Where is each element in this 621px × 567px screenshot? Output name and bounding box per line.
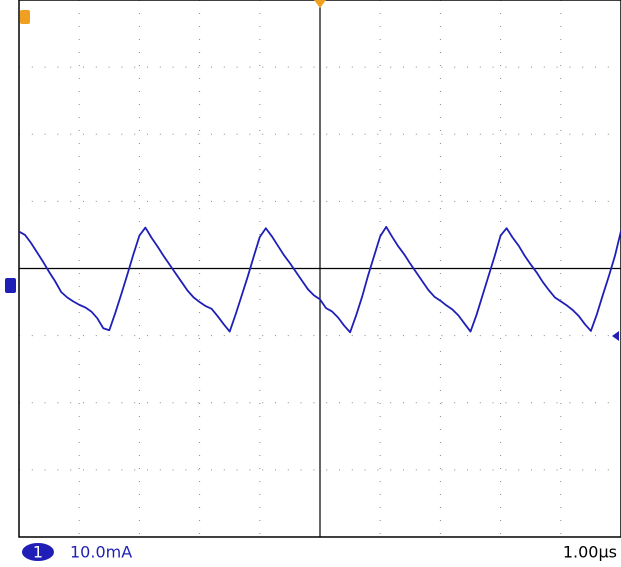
grid	[18, 0, 621, 538]
channel-badge	[22, 543, 54, 561]
plot	[18, 225, 621, 334]
trigger-position-marker	[314, 0, 326, 8]
trigger-marker	[20, 10, 30, 24]
channel-number: 1	[33, 543, 43, 562]
ground-marker	[5, 278, 16, 293]
trigger-level-marker	[612, 331, 619, 341]
timebase: 1.00µs	[563, 543, 617, 562]
plot-frame	[18, 0, 621, 538]
trace	[18, 225, 621, 334]
channel-scale: 10.0mA	[70, 543, 132, 562]
